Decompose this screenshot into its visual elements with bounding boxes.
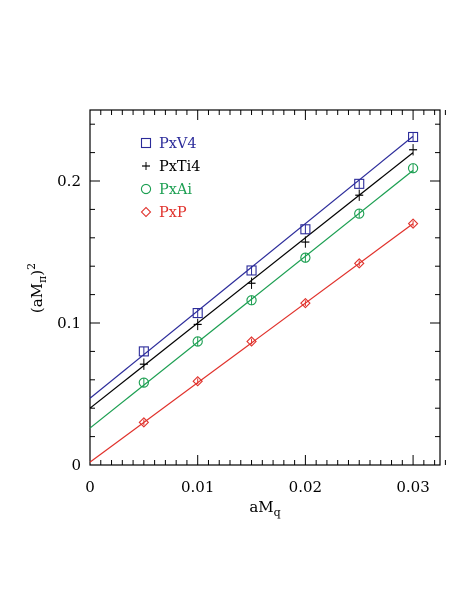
x-axis-label-sub: q [274, 506, 281, 519]
circle-marker [140, 183, 152, 195]
square-marker [140, 137, 152, 149]
point-pxp [246, 336, 257, 347]
square-marker [246, 265, 257, 276]
legend-label-pxv4: PxV4 [159, 136, 197, 152]
x-tick-label: 0.03 [396, 478, 429, 496]
legend-label-pxp: PxP [159, 205, 187, 221]
point-pxp [192, 375, 203, 387]
diamond-marker [140, 206, 152, 218]
legend-label-pxti4: PxTi4 [159, 159, 200, 175]
x-tick-label: 0.01 [181, 478, 214, 496]
point-pxv4 [192, 308, 203, 319]
square-marker [192, 308, 203, 319]
diamond-marker [138, 417, 150, 428]
circle-marker [138, 377, 149, 388]
square-marker [408, 131, 419, 143]
y-axis-label: (aMπ)2 [25, 263, 49, 313]
square-marker [300, 224, 311, 235]
circle-marker [300, 252, 311, 263]
legend-marker-pxp [140, 206, 152, 218]
square-marker [354, 178, 365, 189]
legend: PxV4 PxTi4 PxAi PxP [140, 136, 200, 221]
diamond-marker [407, 218, 419, 229]
y-tick-label: 0.2 [57, 172, 81, 190]
axis-ticks [89, 110, 446, 466]
point-pxai [192, 336, 203, 347]
circle-marker [407, 163, 419, 174]
point-pxv4 [408, 131, 419, 143]
x-tick-labels: 0 0.01 0.02 0.03 [85, 478, 430, 496]
point-pxp [353, 258, 365, 269]
point-pxv4 [300, 224, 311, 235]
y-tick-labels: 0 0.1 0.2 [57, 172, 81, 474]
point-pxv4 [354, 178, 365, 189]
point-pxv4 [246, 265, 257, 276]
square-marker [138, 346, 149, 357]
point-pxai [407, 163, 419, 174]
y-axis-label-sup: 2 [25, 263, 38, 270]
point-pxp [300, 297, 311, 309]
circle-marker [192, 336, 203, 347]
point-pxp [138, 417, 150, 428]
circle-marker [246, 295, 257, 306]
data-points [138, 131, 419, 428]
x-tick-label: 0.02 [289, 478, 322, 496]
y-axis-label-sub: π [36, 276, 49, 283]
diamond-marker [192, 375, 203, 387]
point-pxp [407, 218, 419, 229]
y-axis-label-close: ) [28, 270, 46, 276]
diamond-marker [353, 258, 365, 269]
point-pxai [138, 377, 149, 388]
x-axis-label: aMq [249, 498, 280, 519]
circle-marker [354, 208, 365, 219]
legend-label-pxai: PxAi [159, 182, 192, 198]
legend-marker-pxai [140, 183, 152, 195]
point-pxv4 [138, 346, 149, 357]
point-pxai [246, 295, 257, 306]
point-pxai [300, 252, 311, 263]
y-tick-label: 0 [71, 456, 81, 474]
x-tick-label: 0 [85, 478, 95, 496]
y-tick-label: 0.1 [57, 314, 81, 332]
legend-marker-pxv4 [140, 137, 152, 149]
point-pxai [354, 208, 365, 219]
diamond-marker [246, 336, 257, 347]
plot-frame [89, 109, 441, 466]
diamond-marker [300, 297, 311, 309]
